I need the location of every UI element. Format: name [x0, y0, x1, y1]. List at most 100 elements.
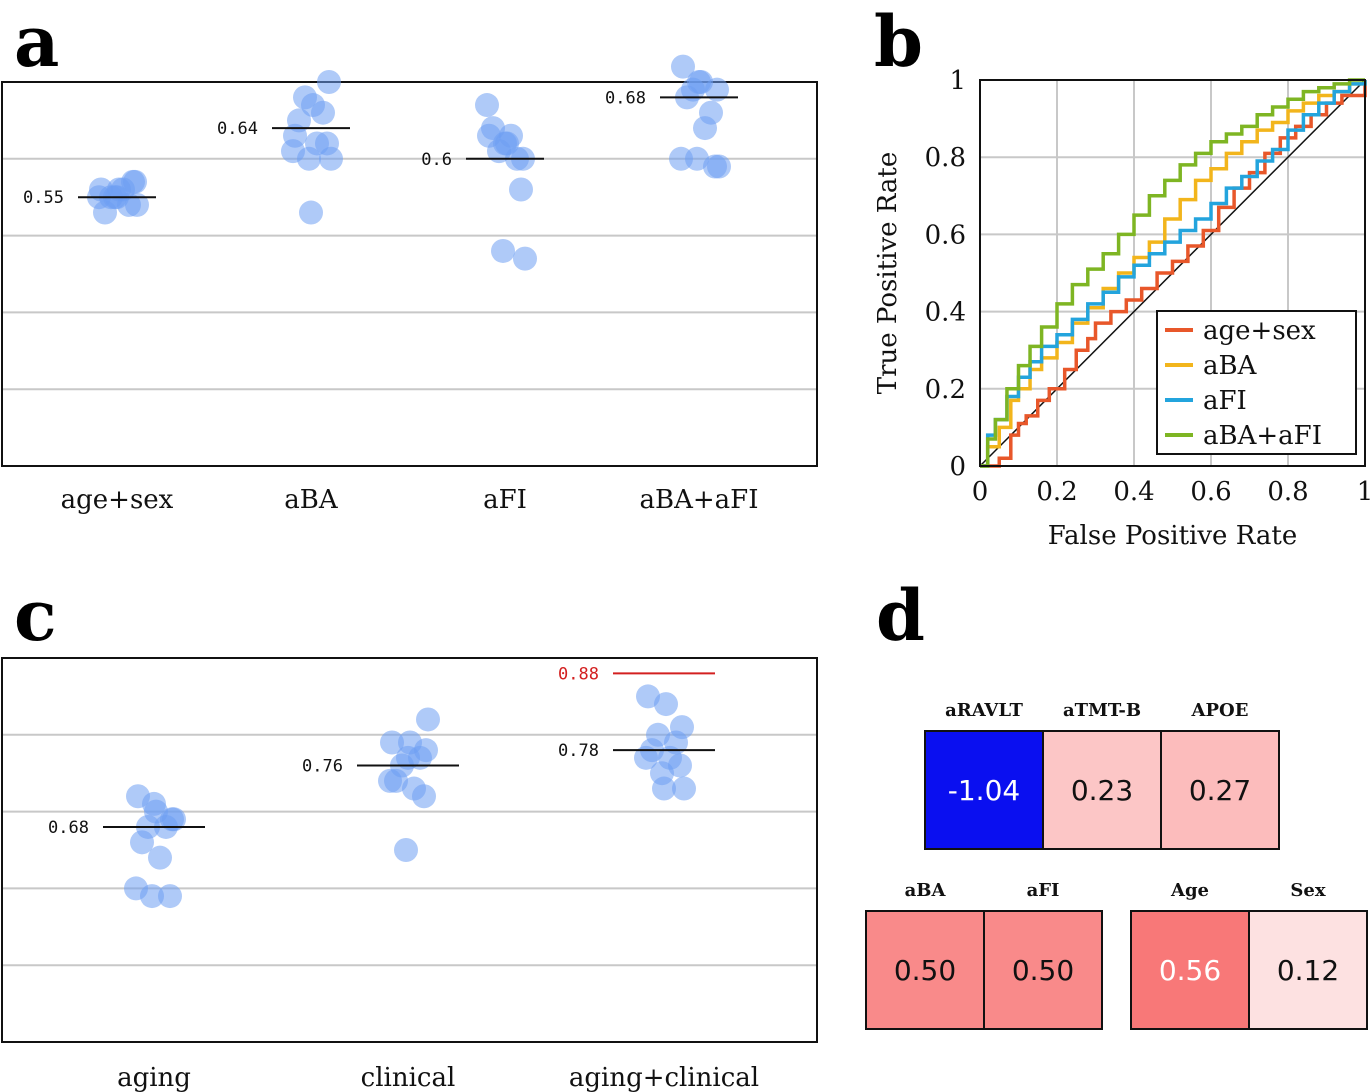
heatmap-column-label: Sex	[1290, 880, 1325, 901]
x-tick-label: 0.6	[1190, 477, 1231, 507]
data-point	[416, 707, 440, 732]
data-point	[509, 177, 533, 202]
plot-frame	[1, 657, 818, 1043]
y-axis-label: True Positive Rate	[873, 152, 903, 395]
data-point	[140, 884, 164, 909]
mean-label: 0.55	[23, 188, 64, 208]
heatmap-column-label: aRAVLT	[945, 700, 1023, 721]
data-point	[311, 100, 335, 125]
y-tick-label: 0	[949, 452, 966, 482]
panel-letter-b: b	[874, 0, 923, 83]
y-tick-label: 0.8	[925, 143, 966, 173]
heatmap-cell	[983, 910, 1103, 1030]
mean-label: 0.6	[421, 150, 452, 170]
panel-letter-d: d	[876, 574, 925, 657]
category-label-aging: aging	[117, 1063, 191, 1092]
heatmap-column-label: aBA	[905, 880, 947, 901]
data-point	[319, 146, 343, 171]
data-point	[707, 154, 731, 179]
data-point	[493, 131, 517, 156]
data-point	[317, 70, 341, 94]
category-label-aging+clinical: aging+clinical	[569, 1063, 759, 1092]
data-point	[162, 807, 186, 832]
data-point	[293, 85, 317, 110]
category-label-aBA+aFI: aBA+aFI	[640, 485, 759, 515]
data-point	[634, 745, 658, 770]
legend-label-age+sex: age+sex	[1203, 316, 1316, 346]
heatmap-cell	[1130, 910, 1250, 1030]
data-point	[513, 246, 537, 271]
data-point	[654, 692, 678, 717]
legend-label-aBA+aFI: aBA+aFI	[1203, 421, 1322, 451]
data-point	[121, 169, 145, 194]
data-point	[394, 838, 418, 862]
data-point	[148, 845, 172, 870]
x-tick-label: 0.4	[1113, 477, 1154, 507]
y-tick-label: 0.4	[925, 298, 966, 328]
heatmap-column-label: APOE	[1191, 700, 1249, 721]
highlight-label: 0.88	[558, 664, 599, 684]
data-point	[125, 192, 149, 217]
data-point	[668, 753, 692, 778]
data-point	[491, 238, 515, 263]
legend-box	[1156, 310, 1357, 455]
data-point	[685, 146, 709, 171]
y-tick-label: 0.2	[925, 375, 966, 405]
plot-frame	[1, 81, 818, 467]
heatmap-value: 0.50	[1012, 954, 1074, 987]
heatmap-value: 0.23	[1071, 774, 1133, 807]
plot-frame	[979, 79, 1366, 467]
roc-line-age+sex	[980, 80, 1367, 468]
y-tick-label: 0.6	[925, 220, 966, 250]
data-point	[636, 684, 660, 709]
x-tick-label: 0	[972, 477, 989, 507]
category-label-aBA: aBA	[284, 485, 339, 515]
legend-label-aBA: aBA	[1203, 351, 1258, 381]
heatmap-value: 0.27	[1189, 774, 1251, 807]
data-point	[396, 745, 420, 770]
data-point	[652, 776, 676, 801]
heatmap-cell	[1248, 910, 1368, 1030]
data-point	[412, 784, 436, 809]
chart-c: aging 0.68 clinical 0.76 aging+clinical 0.78 0…	[1, 657, 818, 1092]
data-point	[287, 108, 311, 133]
panel-letter-c: c	[14, 574, 57, 657]
data-point	[687, 70, 711, 94]
heatmap-column-label: aTMT-B	[1063, 700, 1141, 721]
x-tick-label: 0.2	[1036, 477, 1077, 507]
heatmap-value: 0.12	[1277, 954, 1339, 987]
panel-letter-a: a	[14, 0, 59, 83]
x-tick-label: 0.8	[1267, 477, 1308, 507]
mean-label: 0.64	[217, 119, 258, 139]
heatmap-column-label: Age	[1170, 880, 1209, 901]
data-point	[475, 93, 499, 118]
heatmap-cell	[924, 730, 1044, 850]
data-point	[705, 77, 729, 102]
category-label-aFI: aFI	[483, 485, 527, 515]
data-point	[297, 146, 321, 171]
data-point	[672, 776, 696, 801]
y-tick-label: 1	[949, 66, 966, 96]
heatmap-value: 0.50	[894, 954, 956, 987]
data-point	[671, 54, 695, 79]
data-point	[130, 830, 154, 855]
mean-label: 0.68	[48, 818, 89, 838]
roc-line-aBA+aFI	[980, 78, 1365, 468]
category-label-age+sex: age+sex	[61, 485, 174, 515]
heatmap-value: 0.56	[1159, 954, 1221, 987]
category-label-clinical: clinical	[361, 1063, 456, 1092]
chart-b: 0 0.2 0.4 0.6 0.8 1 0 0.2 0.4 0.6 0.8 1 False Positi…	[873, 66, 1370, 551]
heatmap-cell	[1160, 730, 1280, 850]
mean-label: 0.68	[605, 88, 646, 108]
legend: age+sex aBA aFI aBA+aFI	[1156, 310, 1357, 455]
data-point	[142, 791, 166, 816]
chart-a: age+sex 0.55 aBA 0.64 aFI 0.6 aBA+aFI 0.68	[1, 54, 818, 515]
data-point	[158, 884, 182, 909]
mean-label: 0.76	[302, 757, 343, 777]
data-point	[299, 200, 323, 225]
mean-label: 0.78	[558, 741, 599, 761]
chart-d: -1.04 aRAVLT 0.23 aTMT-B 0.27 APOE 0.50 aBA 0.50…	[865, 700, 1368, 1030]
roc-line-aFI	[980, 80, 1367, 468]
x-axis-label: False Positive Rate	[1048, 521, 1297, 551]
